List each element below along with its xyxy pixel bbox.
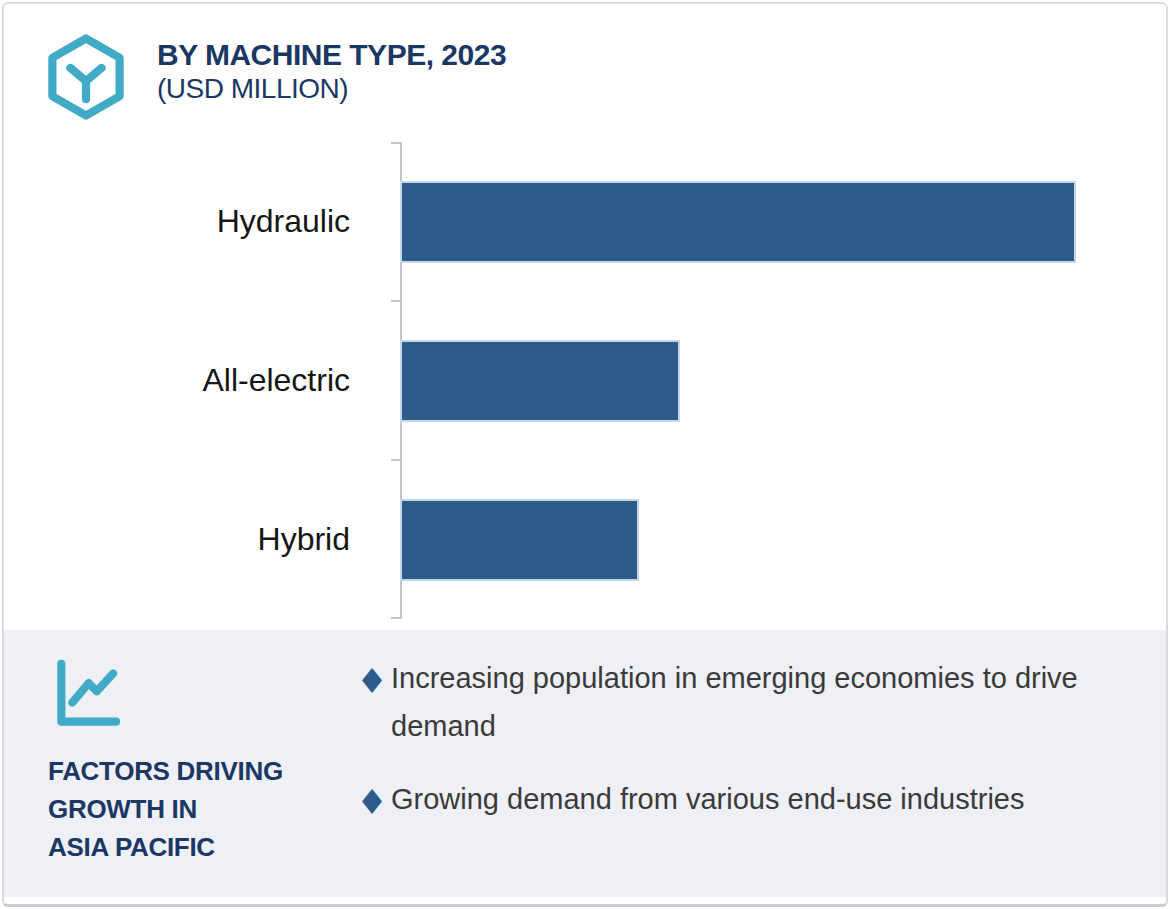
bar	[402, 183, 1074, 261]
factor-bullet-item: ◆ Increasing population in emerging econ…	[362, 654, 1122, 750]
factors-heading: FACTORS DRIVING GROWTH IN ASIA PACIFIC	[48, 752, 283, 866]
diamond-bullet-icon: ◆	[362, 648, 382, 708]
factor-bullet-item: ◆ Growing demand from various end-use in…	[362, 775, 1122, 823]
bar-track	[402, 342, 1170, 420]
chart-title-block: BY MACHINE TYPE, 2023 (USD MILLION)	[157, 34, 506, 106]
bar-chart-rows: Hydraulic All-electric Hybrid	[0, 142, 1170, 619]
bar-chart: Hydraulic All-electric Hybrid	[0, 142, 1170, 619]
bar-row: Hybrid	[0, 460, 1170, 619]
factors-panel: FACTORS DRIVING GROWTH IN ASIA PACIFIC ◆…	[4, 630, 1166, 897]
factors-heading-line: GROWTH IN	[48, 790, 283, 828]
factors-heading-line: ASIA PACIFIC	[48, 828, 283, 866]
bar	[402, 342, 678, 420]
category-label: Hydraulic	[0, 203, 376, 240]
hexagon-y-logo-icon	[45, 34, 127, 120]
chart-subtitle: (USD MILLION)	[157, 72, 506, 106]
bar-track	[402, 183, 1170, 261]
category-label: All-electric	[0, 362, 376, 399]
bar-row: All-electric	[0, 301, 1170, 460]
bar-row: Hydraulic	[0, 142, 1170, 301]
infographic-card: BY MACHINE TYPE, 2023 (USD MILLION) Hydr…	[0, 0, 1170, 909]
chart-title: BY MACHINE TYPE, 2023	[157, 38, 506, 72]
bar-track	[402, 501, 1170, 579]
factor-bullet-text: Growing demand from various end-use indu…	[391, 775, 1024, 823]
factor-bullet-text: Increasing population in emerging econom…	[391, 654, 1113, 750]
chart-header: BY MACHINE TYPE, 2023 (USD MILLION)	[45, 34, 506, 120]
bar	[402, 501, 637, 579]
factors-heading-line: FACTORS DRIVING	[48, 752, 283, 790]
trend-line-chart-icon	[48, 655, 122, 735]
factors-bullet-list: ◆ Increasing population in emerging econ…	[362, 654, 1122, 848]
category-label: Hybrid	[0, 521, 376, 558]
diamond-bullet-icon: ◆	[362, 769, 382, 829]
